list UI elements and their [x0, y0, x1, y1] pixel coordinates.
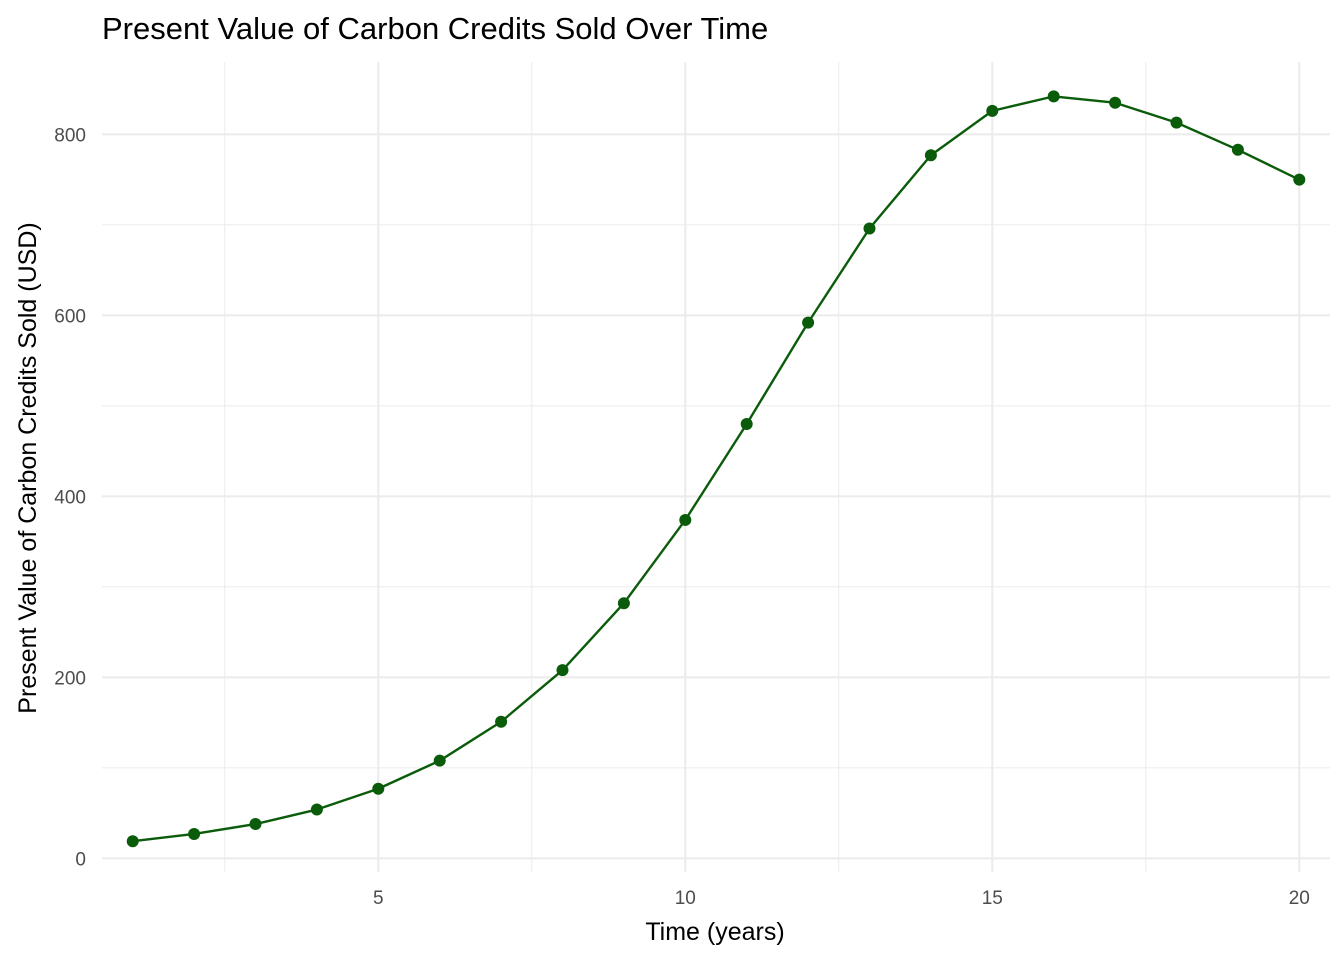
data-point — [802, 316, 815, 329]
data-point — [372, 782, 385, 795]
y-axis-title: Present Value of Carbon Credits Sold (US… — [14, 222, 42, 713]
x-tick-label: 10 — [675, 888, 696, 909]
x-tick-label: 5 — [373, 888, 384, 909]
y-tick-label: 0 — [75, 849, 86, 870]
data-point — [924, 149, 937, 162]
data-point — [740, 418, 753, 431]
data-point — [1047, 90, 1060, 103]
data-point — [188, 827, 201, 840]
data-point — [495, 715, 508, 728]
y-tick-label: 600 — [54, 306, 86, 327]
data-point — [1231, 143, 1244, 156]
data-point — [617, 597, 630, 610]
data-point — [249, 818, 262, 831]
data-point — [433, 754, 446, 767]
data-point — [986, 104, 999, 117]
data-point — [556, 664, 569, 677]
data-point — [1293, 173, 1306, 186]
series-line — [132, 95, 1300, 843]
data-point — [126, 835, 139, 848]
data-point — [1109, 96, 1122, 109]
grid-lines — [102, 62, 1330, 872]
y-tick-label: 200 — [54, 668, 86, 689]
chart-title: Present Value of Carbon Credits Sold Ove… — [102, 11, 768, 46]
x-tick-label: 20 — [1289, 888, 1310, 909]
x-tick-label: 15 — [982, 888, 1003, 909]
data-point — [679, 513, 692, 526]
data-point — [863, 222, 876, 235]
x-axis-title: Time (years) — [645, 918, 784, 946]
data-point — [310, 803, 323, 816]
data-series — [126, 90, 1306, 848]
y-tick-label: 800 — [54, 125, 86, 146]
data-point — [1170, 116, 1183, 129]
y-tick-label: 400 — [54, 487, 86, 508]
